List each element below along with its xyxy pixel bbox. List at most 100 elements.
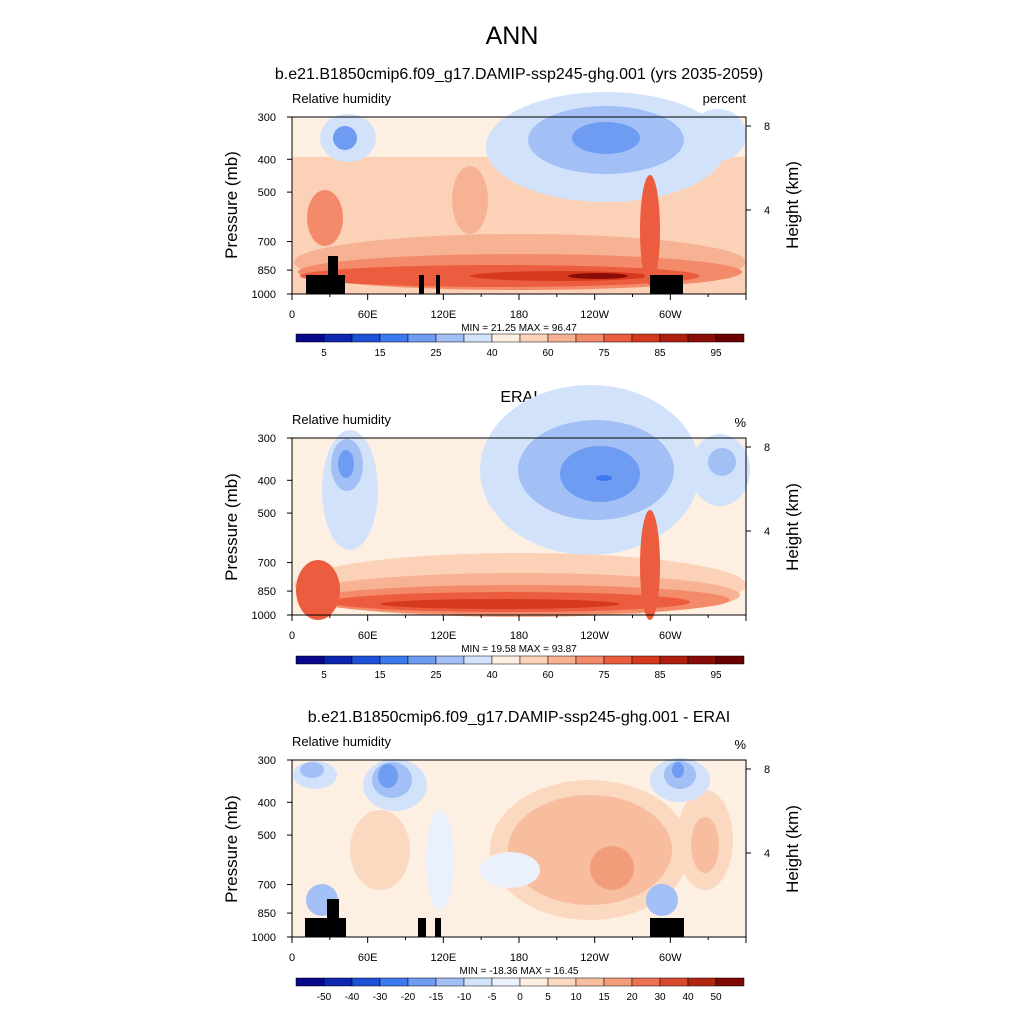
indian-wet [350,810,410,890]
y-tick-label: 850 [258,908,276,920]
colorbar-swatch [575,655,605,665]
africa-dry-inner [333,126,357,150]
colorbar-swatch [631,655,661,665]
figure-title: ANN [486,22,539,50]
colorbar-label: -30 [373,992,388,1003]
colorbar-swatch [491,333,521,343]
colorbar-label: 40 [486,670,498,681]
colorbar-swatch [659,977,689,987]
colorbar-swatch [519,655,549,665]
lower-moist-5 [380,599,620,609]
variable-label: Relative humidity [292,412,391,427]
colorbar-label: 85 [654,670,666,681]
x-tick-label: 120W [580,952,609,964]
y-ticks: 300 400 500 700 850 1000 [252,433,292,622]
lower-moist-5 [568,273,628,279]
x-ticks: 0 60E 120E 180 120W 60W [289,615,747,642]
y-tick-label: 500 [258,508,276,520]
x-tick-label: 60W [659,309,682,321]
topography-mask [305,899,684,937]
pacific-wet-inner [590,846,634,890]
colorbar-swatch [631,333,661,343]
y-tick-label: 400 [258,475,276,487]
upper-pacific-dry-inner [572,122,640,154]
topography-block [327,899,339,918]
colorbar-label: 5 [545,992,551,1003]
atlantic-wet-inner [691,817,719,873]
x-ticks: 0 60E 120E 180 120W 60W [289,937,747,964]
y2-axis-title: Height (km) [783,805,802,893]
colorbar-label: -15 [429,992,444,1003]
variable-label: Relative humidity [292,734,391,749]
colorbar-label: 15 [374,348,386,359]
min-max-label: MIN = 19.58 MAX = 93.87 [461,644,577,655]
colorbar-swatch [435,977,465,987]
colorbar-label: 0 [517,992,523,1003]
topography-block [328,256,338,275]
colorbar: 5 15 25 40 60 75 85 95 [295,655,745,681]
x-tick-label: 120W [580,630,609,642]
africa-moist [307,190,343,246]
westpac-moist [452,166,488,234]
panel-obs: ERAI Relative humidity % Pressure (mb) [222,385,802,681]
colorbar-swatch [491,977,521,987]
africa-dry-inner [338,450,354,478]
colorbar-swatch [463,655,493,665]
pacific-wet-mid [508,795,672,905]
andes-moist [640,175,660,285]
colorbar-label: 30 [654,992,666,1003]
colorbar-swatch [575,977,605,987]
colorbar-swatch [491,655,521,665]
y-tick-label: 500 [258,830,276,842]
colorbar-swatch [379,333,409,343]
y-tick-label: 700 [258,237,276,249]
axes: Pressure (mb) Height (km) 300 400 500 700 85… [222,755,802,964]
colorbar-swatch [323,655,353,665]
y-tick-label: 850 [258,265,276,277]
topography-block [419,275,424,294]
colorbar-swatch [687,333,717,343]
x-tick-label: 120E [430,630,456,642]
units-label: % [734,415,746,430]
colorbar-swatch [351,977,381,987]
upper-dry-atlantic-core [672,762,684,778]
panel-title: b.e21.B1850cmip6.f09_g17.DAMIP-ssp245-gh… [308,709,730,726]
topography-block [435,918,441,937]
colorbar-swatch [603,333,633,343]
y-tick-label: 700 [258,558,276,570]
colorbar-swatch [519,333,549,343]
x-tick-label: 180 [510,952,528,964]
units-label: % [734,737,746,752]
atlantic-dry-inner [708,448,736,476]
colorbar-swatch [435,333,465,343]
contour-plot [291,92,747,295]
colorbar-swatch [547,333,577,343]
colorbar-label: 15 [374,670,386,681]
y-tick-label: 300 [258,112,276,124]
colorbar-label: 25 [430,348,442,359]
colorbar-swatch [351,655,381,665]
colorbar-label: 25 [430,670,442,681]
contour-plot [291,758,747,938]
colorbar-swatch [463,977,493,987]
colorbar-swatch [519,977,549,987]
topography-block [305,918,346,937]
y2-tick-label: 4 [764,205,770,217]
colorbar-label: -40 [345,992,360,1003]
colorbar-swatch [323,977,353,987]
y2-axis-title: Height (km) [783,483,802,571]
colorbar: -50 -40 -30 -20 -15 -10 -5 0 5 10 15 20 30 40 50 [295,977,745,1003]
y-ticks: 300 400 500 700 850 1000 [252,755,292,944]
upper-pacific-dry-core [596,475,612,481]
axes: Pressure (mb) Height (km) 300 400 500 700 85… [222,433,802,642]
lower-atlantic-dry [646,884,678,916]
colorbar-label: 15 [598,992,610,1003]
africa-upper-dry-inner [378,764,398,788]
min-max-label: MIN = 21.25 MAX = 96.47 [461,323,577,334]
colorbar-swatch [435,655,465,665]
colorbar-swatch [295,333,325,343]
y2-ticks: 84 [746,764,770,860]
colorbar-label: 95 [710,670,722,681]
panel-title: b.e21.B1850cmip6.f09_g17.DAMIP-ssp245-gh… [275,66,763,83]
